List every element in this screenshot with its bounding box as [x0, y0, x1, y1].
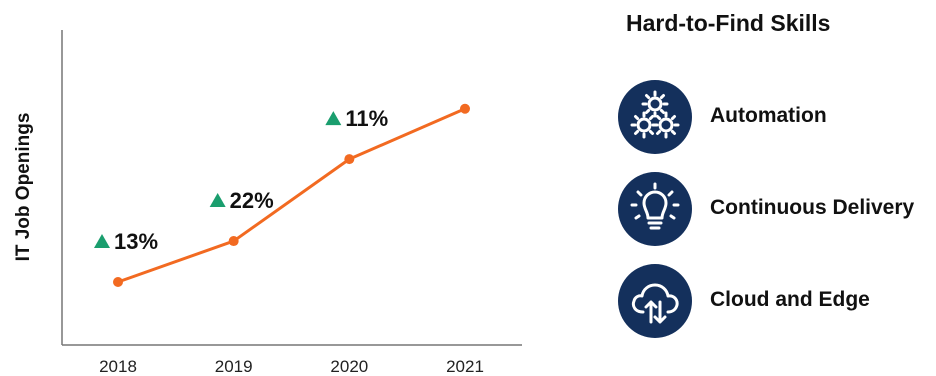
y-axis-label: IT Job Openings — [13, 113, 34, 262]
x-tick-label: 2020 — [330, 357, 368, 376]
data-point — [344, 154, 355, 165]
skill-item-continuous-delivery: Continuous Delivery — [618, 172, 936, 246]
growth-label: 22% — [230, 188, 274, 213]
data-point — [113, 277, 123, 287]
up-arrow-icon — [325, 111, 342, 126]
growth-label: 13% — [114, 229, 158, 254]
skill-label: Cloud and Edge — [710, 288, 870, 311]
x-tick-label: 2019 — [215, 357, 253, 376]
growth-label: 11% — [345, 106, 388, 131]
cloud-sync-icon — [618, 264, 692, 338]
data-point — [460, 103, 470, 114]
x-tick-label: 2018 — [99, 357, 137, 376]
skill-item-cloud-and-edge: Cloud and Edge — [618, 264, 936, 338]
skill-label: Automation — [710, 104, 827, 127]
gears-icon — [618, 80, 692, 154]
data-point — [228, 236, 239, 247]
skill-label: Continuous Delivery — [710, 196, 915, 219]
up-arrow-icon — [209, 193, 226, 208]
line-chart: IT Job Openings 2018 2019 2020 2021 13% 22% 11% — [13, 30, 522, 376]
x-tick-label: 2021 — [446, 357, 484, 376]
up-arrow-icon — [94, 234, 110, 248]
lightbulb-icon — [618, 172, 692, 246]
skill-item-automation: Automation — [618, 80, 936, 154]
skills-title: Hard-to-Find Skills — [626, 10, 831, 36]
series-line — [116, 107, 467, 284]
